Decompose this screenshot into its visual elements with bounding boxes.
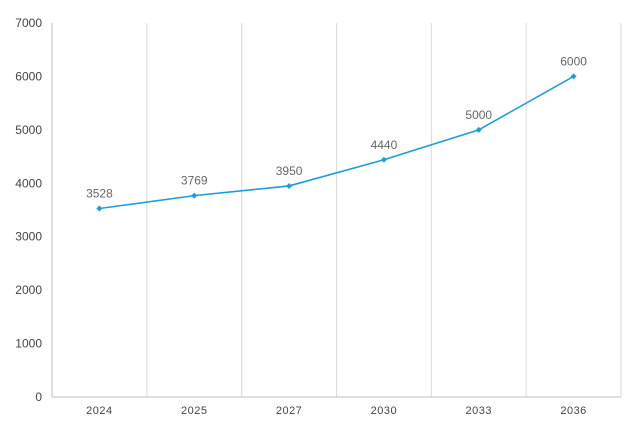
y-axis-ticks: 0 1000 2000 3000 4000 5000 6000 7000	[15, 16, 42, 404]
x-tick-label: 2027	[276, 405, 302, 417]
series-layer	[96, 73, 577, 212]
data-point-marker	[570, 73, 577, 80]
y-tick-label: 5000	[15, 123, 42, 137]
y-tick-label: 3000	[15, 230, 42, 244]
data-point-marker	[286, 182, 293, 189]
data-point-marker	[191, 192, 198, 199]
data-labels: 3528 3769 3950 4440 5000 6000	[86, 54, 587, 200]
data-point-marker	[380, 156, 387, 163]
y-tick-label: 7000	[15, 16, 42, 30]
data-point-marker	[475, 126, 482, 133]
data-label: 6000	[560, 54, 587, 68]
y-tick-label: 4000	[15, 176, 42, 190]
y-tick-label: 6000	[15, 69, 42, 83]
x-tick-label: 2030	[371, 405, 397, 417]
x-axis-ticks: 2024 2025 2027 2030 2033 2036	[86, 405, 586, 417]
x-tick-label: 2036	[560, 405, 586, 417]
y-tick-label: 0	[35, 390, 42, 404]
x-tick-label: 2033	[466, 405, 492, 417]
grid-lines	[51, 23, 622, 398]
data-label: 3769	[181, 174, 208, 188]
y-tick-label: 1000	[15, 337, 42, 351]
y-tick-label: 2000	[15, 283, 42, 297]
data-label: 5000	[465, 108, 492, 122]
data-label: 3950	[276, 164, 303, 178]
x-tick-label: 2024	[86, 405, 112, 417]
data-label: 3528	[86, 187, 113, 201]
data-label: 4440	[371, 138, 398, 152]
series-line	[99, 75, 574, 210]
data-point-marker	[96, 205, 103, 212]
x-tick-label: 2025	[181, 405, 207, 417]
